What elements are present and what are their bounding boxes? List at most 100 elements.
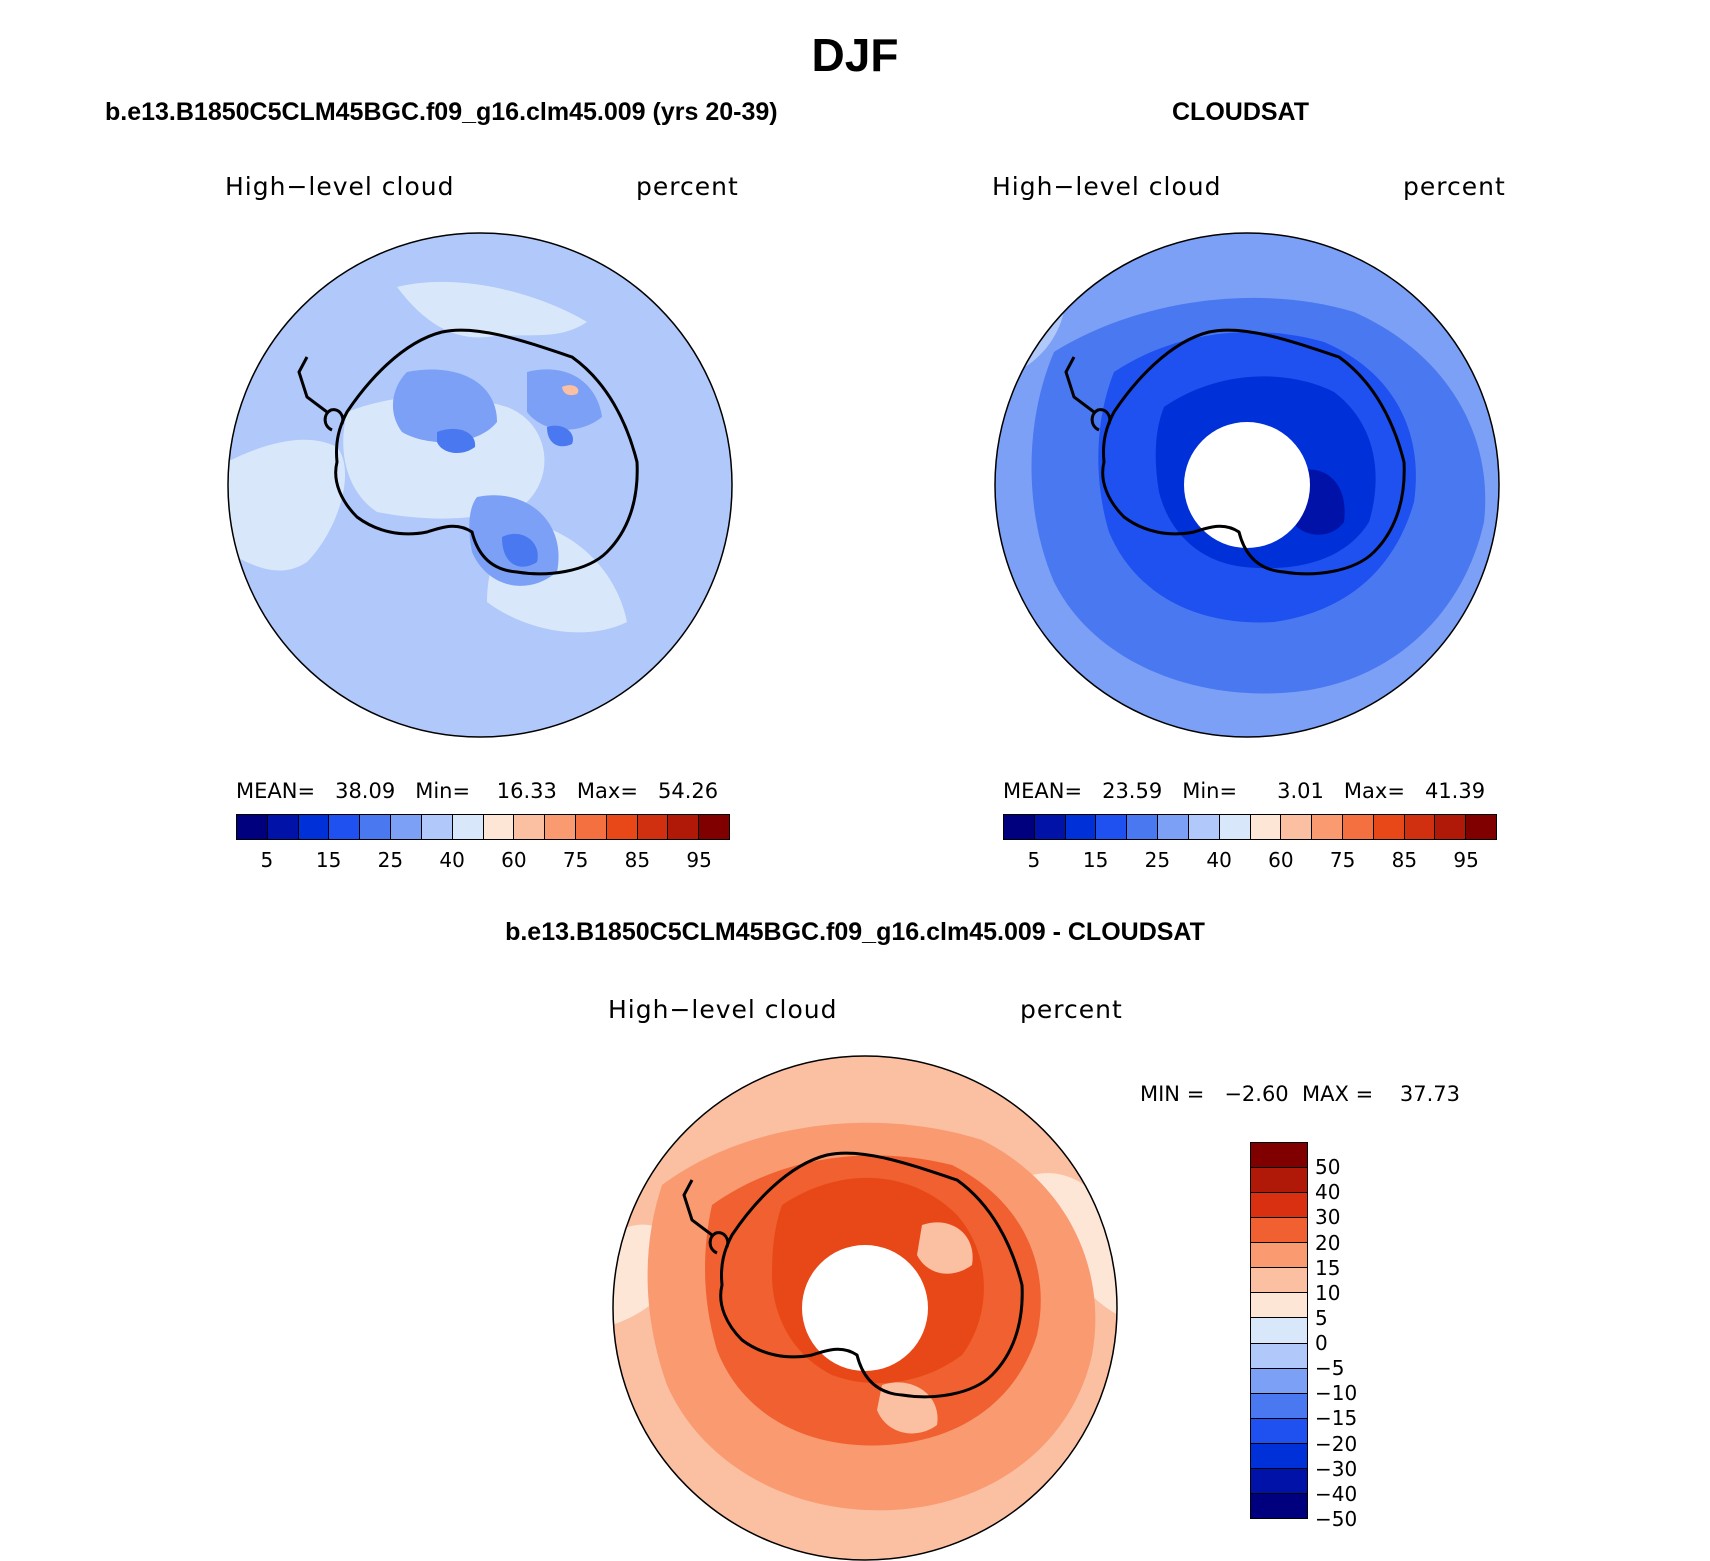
panel3-map: [612, 1055, 1118, 1561]
panel1-colorbar-tick-label: 40: [439, 848, 465, 872]
panel1-stats: MEAN= 38.09 Min= 16.33 Max= 54.26: [236, 779, 719, 803]
panel2-colorbar-swatch: [1034, 815, 1066, 839]
panel3-pale-spot-2: [877, 1382, 938, 1434]
panel3-colorbar-tick-label: −40: [1315, 1481, 1358, 1506]
panel1-colorbar-tick-label: 60: [501, 848, 527, 872]
panel1-colorbar-tick-label: 5: [260, 848, 274, 872]
panel3-colorbar-ticks: 50 40 30 20 15 10 5 0 −5 −10 −15 −20 −30 −40 −50: [1315, 1142, 1385, 1531]
panel3-colorbar-swatch: [1251, 1343, 1307, 1369]
panel2-map: [994, 232, 1500, 738]
panel3-pale-spot-1: [917, 1222, 973, 1274]
panel1-colorbar-tick-label: 95: [686, 848, 712, 872]
panel1-colorbar-swatch: [452, 815, 484, 839]
panel1-map: [227, 232, 733, 738]
panel2-colorbar-tick-label: 40: [1206, 848, 1232, 872]
panel3-peninsula-coastline: [682, 1179, 713, 1237]
panel2-weddell-feature: [1090, 408, 1112, 432]
panel2-colorbar-swatch: [1158, 815, 1189, 839]
panel2-colorbar-swatch: [1250, 815, 1282, 839]
panel1-dark-spot-2: [547, 425, 573, 447]
panel2-missing-data-pole: [1184, 422, 1310, 548]
panel1-colorbar-swatch: [668, 815, 700, 839]
panel1-colorbar-swatch: [421, 815, 453, 839]
panel3-colorbar-swatch: [1251, 1193, 1307, 1219]
panel3-colorbar-tick-label: 40: [1315, 1180, 1341, 1205]
panel2-colorbar-tick-label: 95: [1453, 848, 1479, 872]
panel1-colorbar-swatch: [391, 815, 422, 839]
panel2-colorbar-tick-label: 60: [1268, 848, 1294, 872]
panel2-colorbar-tick-label: 5: [1027, 848, 1041, 872]
panel1-weddell-feature: [323, 408, 345, 432]
panel3-colorbar-swatch: [1251, 1393, 1307, 1419]
panel2-stats: MEAN= 23.59 Min= 3.01 Max= 41.39: [1003, 779, 1486, 803]
panel3-colorbar-tick-label: −15: [1315, 1406, 1358, 1431]
panel2-colorbar-tick-label: 25: [1144, 848, 1171, 872]
panel1-dark-spot-3: [502, 533, 538, 567]
figure-title: DJF: [811, 29, 899, 81]
panel3-colorbar-tick-label: 30: [1315, 1205, 1341, 1230]
panel3-missing-data-pole: [802, 1245, 928, 1371]
panel3-colorbar-swatch: [1251, 1143, 1307, 1169]
panel3-colorbar-tick-label: −5: [1315, 1356, 1345, 1381]
panel3-colorbar-swatch: [1251, 1468, 1307, 1494]
panel2-colorbar-swatch: [1435, 815, 1467, 839]
panel3-colorbar-tick-label: 5: [1315, 1305, 1328, 1330]
panel3-colorbar-swatch: [1251, 1443, 1307, 1469]
panel1-colorbar-swatch: [699, 815, 729, 839]
panel2-variable: High−level cloud: [992, 172, 1222, 201]
panel1-colorbar-swatch: [329, 815, 361, 839]
panel2-map-border: [994, 232, 1500, 738]
panel3-colorbar-swatch: [1251, 1268, 1307, 1294]
panel2-colorbar-swatch: [1004, 815, 1035, 839]
panel1-warm-spot: [562, 385, 579, 396]
panel3-colorbar-swatch: [1251, 1243, 1307, 1269]
panel1-colorbar-tick-label: 15: [315, 848, 342, 872]
panel1-colorbar-swatch: [575, 815, 607, 839]
panel1-colorbar-swatch: [514, 815, 546, 839]
panel1-variable: High−level cloud: [225, 172, 455, 201]
panel2-colorbar: [1003, 814, 1497, 840]
panel3-variable: High−level cloud: [608, 995, 838, 1024]
panel1-colorbar-tick-label: 25: [377, 848, 404, 872]
panel1-colorbar-swatch: [267, 815, 299, 839]
panel3-colorbar-tick-label: −50: [1315, 1507, 1358, 1531]
panel3-colorbar-tick-label: 20: [1315, 1230, 1341, 1255]
panel1-light-region-west: [228, 439, 345, 571]
panel3-colorbar-tick-label: 10: [1315, 1280, 1341, 1305]
panel1-colorbar-swatch: [545, 815, 576, 839]
panel2-units: percent: [1403, 172, 1506, 201]
panel1-colorbar-ticks: 5 15 25 40 60 75 85 95: [236, 848, 728, 874]
panel3-colorbar-swatch: [1251, 1318, 1307, 1344]
panel1-colorbar-swatch: [637, 815, 669, 839]
panel2-colorbar-swatch: [1342, 815, 1374, 839]
panel2-colorbar-swatch: [1312, 815, 1343, 839]
panel2-colorbar-swatch: [1096, 815, 1128, 839]
panel1-peninsula-coastline: [297, 356, 328, 414]
panel1-title: b.e13.B1850C5CLM45BGC.f09_g16.clm45.009 …: [105, 98, 778, 126]
panel2-colorbar-tick-label: 15: [1082, 848, 1109, 872]
panel3-colorbar-tick-label: 50: [1315, 1155, 1341, 1180]
panel2-colorbar-swatch: [1065, 815, 1097, 839]
panel2-colorbar-swatch: [1219, 815, 1251, 839]
panel3-colorbar-tick-label: −30: [1315, 1456, 1358, 1481]
panel3-colorbar-swatch: [1251, 1293, 1307, 1319]
panel1-antarctica-coastline: [334, 328, 639, 576]
panel3-stats: MIN = −2.60 MAX = 37.73: [1140, 1082, 1460, 1106]
panel1-map-border: [227, 232, 733, 738]
panel1-dark-spot-1: [437, 428, 476, 454]
panel2-light-southeast: [1424, 659, 1499, 737]
panel3-title: b.e13.B1850C5CLM45BGC.f09_g16.clm45.009 …: [505, 918, 1205, 946]
panel3-colorbar-tick-label: −20: [1315, 1431, 1358, 1456]
panel2-title: CLOUDSAT: [1172, 98, 1310, 126]
panel2-peninsula-coastline: [1064, 356, 1095, 414]
panel1-colorbar-swatch: [483, 815, 515, 839]
panel3-colorbar-tick-label: 15: [1315, 1255, 1341, 1280]
panel2-antarctica-coastline: [1101, 328, 1406, 576]
panel3-colorbar: [1250, 1142, 1308, 1519]
panel1-mid-region-2: [527, 369, 602, 430]
panel3-colorbar-tick-label: −10: [1315, 1381, 1358, 1406]
panel2-colorbar-swatch: [1281, 815, 1313, 839]
panel1-units: percent: [636, 172, 739, 201]
panel1-colorbar-swatch: [237, 815, 268, 839]
panel3-colorbar-swatch: [1251, 1218, 1307, 1244]
